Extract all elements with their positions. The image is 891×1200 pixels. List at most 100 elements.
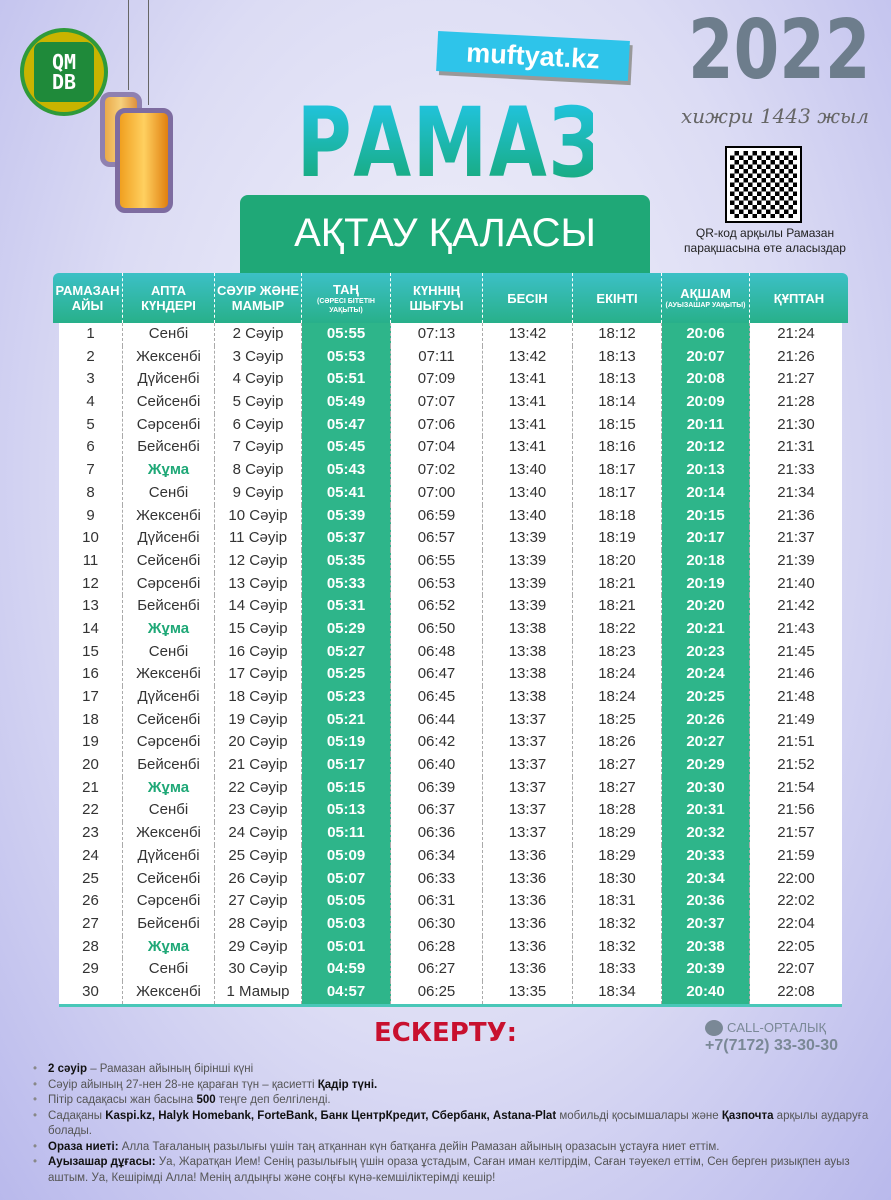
- table-row: 10 Дүйсенбі 11 Сәуір 05:37 06:57 13:39 18:19 20…: [59, 527, 842, 550]
- table-cell: 20:14: [662, 481, 750, 505]
- table-cell: 13:37: [483, 822, 573, 845]
- table-cell: 12 Сәуір: [215, 549, 302, 573]
- table-cell: 05:53: [302, 345, 391, 369]
- table-cell: 18 Сәуір: [215, 686, 302, 709]
- table-cell: 16 Сәуір: [215, 640, 302, 664]
- table-cell: 21:24: [777, 325, 815, 342]
- table-cell: 13:39: [483, 572, 573, 596]
- table-cell: 07:07: [391, 391, 483, 414]
- table-cell: 07:11: [391, 345, 483, 369]
- column-label: АҚШАМ: [680, 286, 731, 301]
- column-label: ЕКІНТІ: [596, 290, 638, 306]
- table-cell: 05:33: [302, 572, 391, 596]
- column-sublabel: (СӘРЕСІ БІТЕТІН УАҚЫТЫ): [317, 297, 375, 314]
- table-cell: 06:27: [391, 958, 483, 981]
- table-cell: 05:25: [302, 663, 391, 686]
- table-cell: 20:07: [662, 345, 750, 369]
- table-row: 28 Жұма 29 Сәуір 05:01 06:28 13:36 18:32 20:38 2…: [59, 935, 842, 959]
- lantern-string: [128, 0, 129, 90]
- table-cell: 21:51: [777, 733, 815, 751]
- table-cell: 20:31: [662, 799, 750, 823]
- note-text: Қазпочта: [721, 1109, 774, 1122]
- table-cell: 9 Сәуір: [215, 481, 302, 505]
- table-cell: 07:00: [391, 481, 483, 505]
- notes-list: 2 сәуір – Рамазан айының бірінші күніСәу…: [30, 1062, 880, 1186]
- table-cell: 3: [59, 368, 123, 392]
- table-cell: 05:23: [302, 686, 391, 709]
- table-cell: 4: [59, 391, 123, 414]
- table-cell: 18:31: [573, 890, 662, 913]
- column-label: РАМАЗАН АЙЫ: [55, 283, 120, 313]
- table-cell: 05:03: [302, 912, 391, 936]
- table-cell: 10 Сәуір: [215, 504, 302, 528]
- table-cell: 13:37: [483, 754, 573, 777]
- column-label: АПТА КҮНДЕРІ: [141, 283, 196, 313]
- table-cell: 21:43: [777, 619, 815, 637]
- column-label: БЕСІН: [507, 290, 548, 306]
- qr-code[interactable]: [725, 146, 802, 223]
- headset-icon: [705, 1020, 723, 1036]
- table-cell: 05:01: [302, 935, 391, 959]
- table-cell: 18:27: [573, 754, 662, 777]
- table-row: 22 Сенбі 23 Сәуір 05:13 06:37 13:37 18:28 20:31…: [59, 799, 842, 823]
- table-cell: 05:47: [302, 413, 391, 437]
- table-cell: 20:24: [662, 663, 750, 686]
- call-phone[interactable]: +7(7172) 33-30-30: [705, 1037, 838, 1054]
- table-cell: 20:27: [662, 731, 750, 755]
- table-cell: Сенбі: [123, 958, 215, 981]
- table-cell: Сенбі: [123, 323, 215, 346]
- note-text: Садақаны: [48, 1109, 106, 1122]
- table-cell: 20:26: [662, 708, 750, 732]
- table-row: 6 Бейсенбі 7 Сәуір 05:45 07:04 13:41 18:16 20:1…: [59, 436, 842, 460]
- table-cell: 13:39: [483, 527, 573, 550]
- table-cell: 13:39: [483, 549, 573, 573]
- table-cell: 05:43: [302, 459, 391, 482]
- table-cell: 05:13: [302, 799, 391, 823]
- table-cell: Сенбі: [123, 481, 215, 505]
- logo: QM DB: [20, 28, 108, 116]
- note-item: Ораза ниеті: Алла Тағаланың разылығы үші…: [30, 1140, 880, 1156]
- table-cell: 05:35: [302, 549, 391, 573]
- table-cell: Бейсенбі: [123, 436, 215, 460]
- table-cell: 20:32: [662, 822, 750, 845]
- call-label: CALL-ОРТАЛЫҚ: [727, 1020, 827, 1035]
- table-cell: 22:04: [777, 914, 815, 932]
- note-text: Сәуір айының 27-нен 28-не қараған түн – …: [48, 1078, 318, 1091]
- table-cell: Бейсенбі: [123, 912, 215, 936]
- table-row: 8 Сенбі 9 Сәуір 05:41 07:00 13:40 18:17 20:14 21…: [59, 481, 842, 505]
- table-cell: 20:30: [662, 776, 750, 800]
- table-cell: 20:20: [662, 595, 750, 618]
- table-row: 30 Жексенбі 1 Мамыр 04:57 06:25 13:35 18:34 20:…: [59, 980, 842, 1004]
- table-cell: 18:23: [573, 640, 662, 664]
- table-cell: 13:36: [483, 890, 573, 913]
- table-cell: 2: [59, 345, 123, 369]
- note-item: Ауызашар дұғасы: Уа, Жаратқан Ием! Сенің…: [30, 1155, 880, 1186]
- table-cell: 13:36: [483, 958, 573, 981]
- table-cell: 13: [59, 595, 123, 618]
- table-cell: 13:38: [483, 686, 573, 709]
- table-cell: 13:42: [483, 345, 573, 369]
- table-cell: 8: [59, 481, 123, 505]
- note-text: Ауызашар дұғасы:: [48, 1156, 156, 1168]
- table-cell: 13:36: [483, 844, 573, 868]
- table-cell: 13:38: [483, 640, 573, 664]
- table-cell: 18:17: [573, 459, 662, 482]
- table-cell: 18:13: [573, 345, 662, 369]
- table-cell: 22 Сәуір: [215, 776, 302, 800]
- table-cell: Сәрсенбі: [123, 731, 215, 755]
- table-cell: 18: [59, 708, 123, 732]
- table-cell: 20:38: [662, 935, 750, 959]
- table-cell: 06:44: [391, 708, 483, 732]
- table-cell: 22:00: [777, 869, 815, 887]
- site-badge[interactable]: muftyat.kz: [436, 31, 630, 81]
- table-cell: 13:36: [483, 935, 573, 959]
- lantern-icon: [115, 108, 173, 213]
- table-cell: Сенбі: [123, 640, 215, 664]
- table-cell: 05:11: [302, 822, 391, 845]
- table-cell: 18:19: [573, 527, 662, 550]
- table-cell: 18:30: [573, 867, 662, 891]
- table-cell: 13:37: [483, 776, 573, 800]
- table-cell: 13 Сәуір: [215, 572, 302, 596]
- table-row: 27 Бейсенбі 28 Сәуір 05:03 06:30 13:36 18:32 20…: [59, 912, 842, 936]
- table-cell: 18:21: [573, 595, 662, 618]
